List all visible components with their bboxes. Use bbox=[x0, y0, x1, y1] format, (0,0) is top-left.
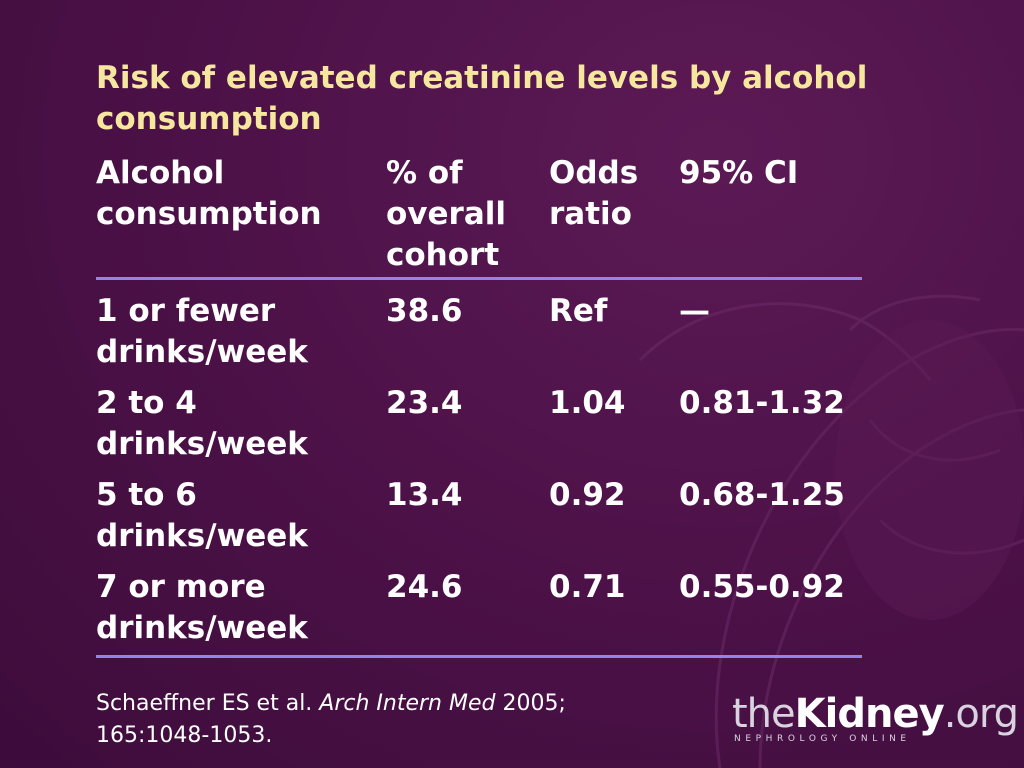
slide-title: Risk of elevated creatinine levels by al… bbox=[96, 60, 868, 137]
table-header-row: Alcohol consumption % of overall cohort … bbox=[96, 153, 862, 277]
citation-pages: 165:1048-1053. bbox=[96, 723, 273, 748]
header-ci: 95% CI bbox=[679, 155, 799, 191]
cell-odds-ratio: 0.92 bbox=[549, 477, 626, 513]
cell-percent-cohort: 24.6 bbox=[386, 569, 463, 605]
header-percent-cohort: % of overall cohort bbox=[386, 155, 506, 273]
logo-brand: Kidney bbox=[794, 691, 945, 737]
logo-tagline: NEPHROLOGY ONLINE bbox=[734, 734, 911, 744]
cell-ci: — bbox=[679, 293, 710, 329]
cell-alcohol-consumption: 7 or more drinks/week bbox=[96, 569, 308, 646]
cell-odds-ratio: 1.04 bbox=[549, 385, 626, 421]
logo-wordmark: theKidney.org bbox=[732, 691, 1019, 737]
citation-authors: Schaeffner ES et al. bbox=[96, 691, 313, 716]
citation: Schaeffner ES et al. Arch Intern Med 200… bbox=[96, 688, 566, 752]
table-row: 5 to 6 drinks/week 13.4 0.92 0.68-1.25 bbox=[96, 475, 862, 557]
logo-prefix: the bbox=[732, 691, 796, 737]
data-table: Alcohol consumption % of overall cohort … bbox=[96, 153, 862, 658]
table-bottom-rule bbox=[96, 655, 862, 658]
cell-percent-cohort: 23.4 bbox=[386, 385, 463, 421]
cell-ci: 0.81-1.32 bbox=[679, 385, 845, 421]
table-row: 2 to 4 drinks/week 23.4 1.04 0.81-1.32 bbox=[96, 383, 862, 465]
citation-line-1: Schaeffner ES et al. Arch Intern Med 200… bbox=[96, 688, 566, 720]
cell-ci: 0.68-1.25 bbox=[679, 477, 845, 513]
header-odds-ratio: Odds ratio bbox=[549, 155, 639, 232]
table-row: 1 or fewer drinks/week 38.6 Ref — bbox=[96, 291, 862, 373]
cell-alcohol-consumption: 1 or fewer drinks/week bbox=[96, 293, 308, 370]
cell-alcohol-consumption: 5 to 6 drinks/week bbox=[96, 477, 308, 554]
citation-journal: Arch Intern Med bbox=[319, 691, 496, 716]
table-body: 1 or fewer drinks/week 38.6 Ref — 2 to 4… bbox=[96, 280, 862, 649]
citation-year: 2005; bbox=[502, 691, 566, 716]
header-divider bbox=[96, 277, 862, 280]
cell-percent-cohort: 38.6 bbox=[386, 293, 463, 329]
cell-alcohol-consumption: 2 to 4 drinks/week bbox=[96, 385, 308, 462]
table-row: 7 or more drinks/week 24.6 0.71 0.55-0.9… bbox=[96, 567, 862, 649]
cell-percent-cohort: 13.4 bbox=[386, 477, 463, 513]
cell-odds-ratio: Ref bbox=[549, 293, 608, 329]
cell-ci: 0.55-0.92 bbox=[679, 569, 845, 605]
header-alcohol-consumption: Alcohol consumption bbox=[96, 155, 322, 232]
thekidney-logo: theKidney.org NEPHROLOGY ONLINE bbox=[732, 691, 1019, 746]
logo-suffix: .org bbox=[943, 691, 1019, 737]
cell-odds-ratio: 0.71 bbox=[549, 569, 626, 605]
